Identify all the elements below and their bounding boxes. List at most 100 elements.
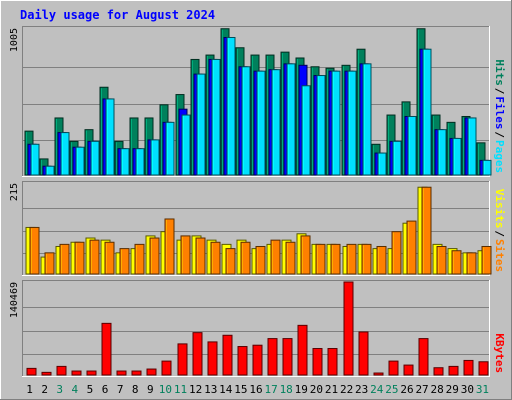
- panel-middle: 215 Sites /Visits: [9, 181, 506, 276]
- bar-kbytes-21: [327, 348, 338, 376]
- bar-pages-29: [452, 137, 462, 176]
- legend-middle: Sites /Visits: [493, 189, 506, 272]
- x-tick-label-6: 6: [102, 383, 109, 396]
- x-tick-label-27: 27: [415, 383, 428, 396]
- x-tick-label-15: 15: [234, 383, 247, 396]
- bar-sites-13: [210, 241, 221, 275]
- bar-sites-29: [451, 250, 462, 275]
- bar-pages-21: [331, 70, 341, 176]
- x-tick-label-10: 10: [159, 383, 172, 396]
- bar-sites-24: [376, 245, 387, 275]
- bar-sites-12: [195, 237, 206, 275]
- bar-kbytes-20: [312, 348, 323, 376]
- x-tick-label-22: 22: [340, 383, 353, 396]
- x-tick-label-14: 14: [219, 383, 233, 396]
- bar-sites-26: [406, 220, 417, 275]
- x-tick-label-18: 18: [280, 383, 293, 396]
- bar-pages-17: [271, 69, 281, 176]
- legend-separator: /: [493, 131, 506, 138]
- bar-sites-3: [59, 243, 70, 275]
- x-tick-label-25: 25: [385, 383, 398, 396]
- bar-pages-31: [482, 159, 492, 176]
- bar-sites-14: [225, 248, 236, 275]
- bar-sites-2: [44, 252, 55, 275]
- bar-pages-16: [256, 70, 266, 176]
- x-tick-label-7: 7: [117, 383, 124, 396]
- bar-sites-10: [164, 218, 175, 275]
- bar-kbytes-28: [433, 367, 444, 376]
- chart-panels: 1005Pages/Files/Hits215Sites/Visits14046…: [9, 26, 506, 377]
- bar-sites-15: [240, 241, 251, 275]
- x-tick-label-20: 20: [310, 383, 323, 396]
- bar-sites-20: [315, 243, 326, 275]
- y-axis-max-label: 140469: [9, 282, 20, 318]
- bar-sites-22: [346, 243, 357, 275]
- bar-pages-12: [196, 73, 206, 176]
- bar-kbytes-16: [252, 344, 263, 376]
- bar-sites-19: [300, 235, 311, 275]
- bar-sites-27: [421, 186, 432, 275]
- legend-kbytes: KBytes: [493, 333, 506, 373]
- bar-kbytes-6: [101, 322, 112, 376]
- bar-pages-20: [316, 75, 326, 176]
- bar-sites-11: [180, 235, 191, 275]
- bar-pages-15: [241, 66, 251, 176]
- x-tick-label-12: 12: [189, 383, 202, 396]
- x-tick-label-17: 17: [264, 383, 277, 396]
- y-axis-max-label: 1005: [9, 28, 20, 52]
- bar-kbytes-1: [26, 367, 37, 376]
- bar-pages-7: [120, 148, 130, 176]
- x-tick-label-19: 19: [295, 383, 308, 396]
- bar-kbytes-25: [388, 360, 399, 376]
- bar-pages-1: [30, 143, 40, 176]
- bar-pages-6: [105, 98, 115, 176]
- panel-bottom: 140469 KBytes: [9, 280, 506, 377]
- legend-bottom: KBytes: [493, 333, 506, 373]
- bar-pages-22: [347, 70, 357, 176]
- legend-files: Files: [493, 96, 506, 129]
- bar-kbytes-5: [86, 370, 97, 376]
- bar-sites-17: [270, 239, 281, 275]
- bar-pages-4: [75, 146, 85, 176]
- x-axis-tick-labels: 1 2 3 4 5 6 7 8 9 10 11 12 13 14 15 16 17 18 19 20 21 22 23 24 2…: [26, 383, 489, 396]
- x-tick-label-3: 3: [56, 383, 63, 396]
- x-tick-label-28: 28: [431, 383, 444, 396]
- x-tick-label-1: 1: [26, 383, 33, 396]
- bar-kbytes-10: [161, 360, 172, 376]
- bar-kbytes-2: [41, 371, 52, 376]
- bar-sites-4: [74, 241, 85, 275]
- bar-kbytes-3: [56, 365, 67, 376]
- legend-separator: /: [493, 230, 506, 237]
- bar-sites-18: [285, 241, 296, 275]
- legend-top: Pages/Files/Hits: [493, 59, 506, 173]
- bar-kbytes-15: [237, 346, 248, 376]
- bar-kbytes-19: [297, 324, 308, 376]
- bar-sites-8: [134, 243, 145, 275]
- y-axis-max-label: 215: [9, 183, 20, 201]
- bar-sites-7: [119, 248, 130, 275]
- bar-pages-3: [60, 132, 70, 176]
- bar-sites-25: [391, 231, 402, 275]
- bar-kbytes-31: [478, 361, 489, 376]
- x-tick-label-30: 30: [461, 383, 474, 396]
- bar-pages-26: [407, 115, 417, 176]
- bar-kbytes-9: [146, 368, 157, 376]
- x-tick-label-4: 4: [72, 383, 79, 396]
- x-tick-label-16: 16: [249, 383, 262, 396]
- bar-sites-31: [481, 245, 492, 275]
- bar-pages-5: [90, 140, 100, 176]
- x-tick-label-29: 29: [446, 383, 459, 396]
- chart-title: Daily usage for August 2024: [20, 8, 215, 22]
- bar-pages-25: [392, 140, 402, 176]
- bar-pages-13: [211, 58, 221, 176]
- legend-hits: Hits: [493, 59, 506, 86]
- bar-pages-23: [362, 63, 372, 176]
- bar-kbytes-27: [418, 338, 429, 376]
- x-tick-label-11: 11: [174, 383, 187, 396]
- bar-kbytes-14: [222, 334, 233, 376]
- bar-kbytes-23: [358, 331, 369, 376]
- bar-pages-30: [467, 117, 477, 176]
- bar-kbytes-7: [116, 370, 127, 376]
